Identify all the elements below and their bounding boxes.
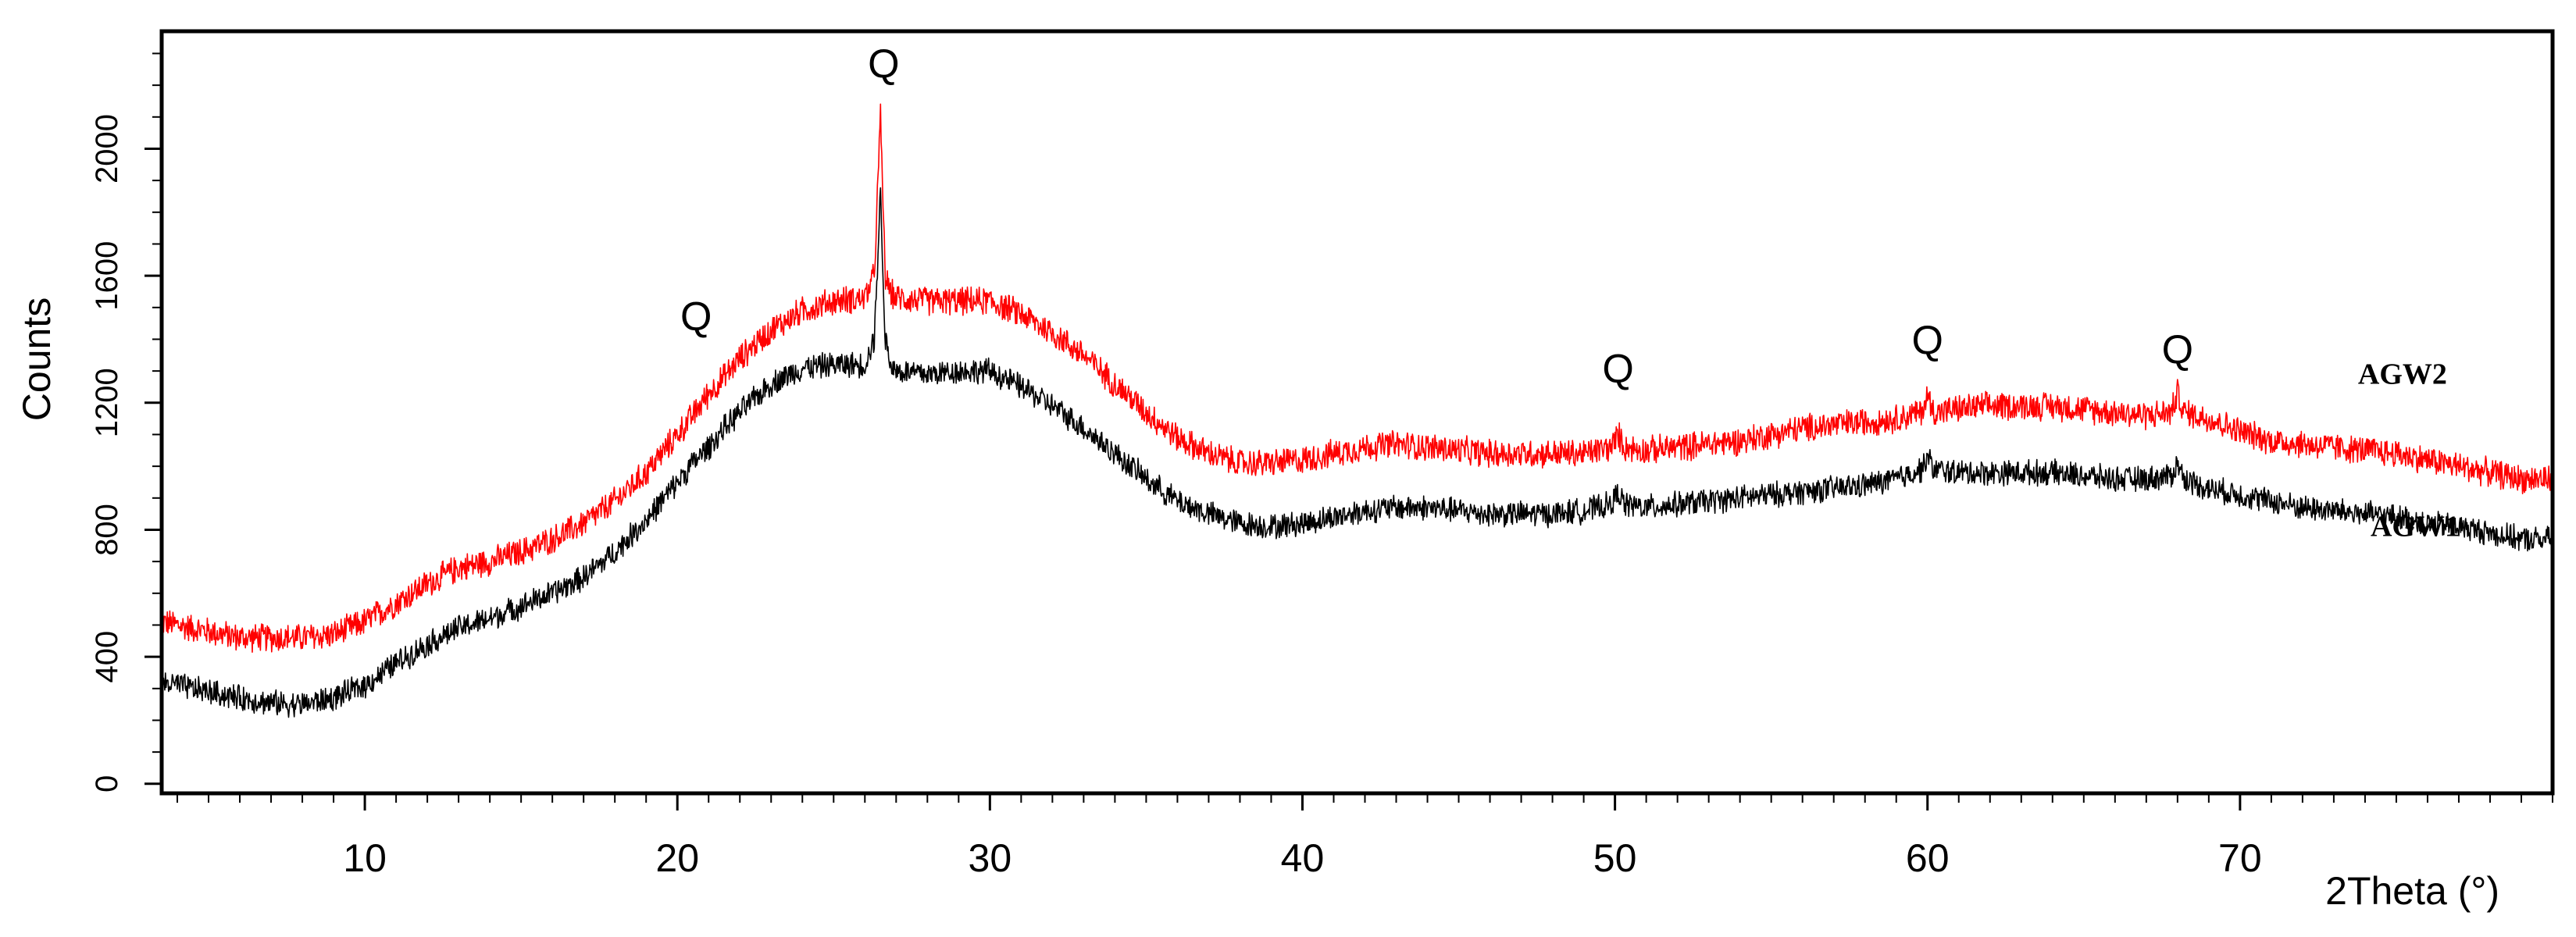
y-axis-title: Counts — [15, 297, 59, 421]
y-tick-label: 1200 — [90, 368, 124, 437]
x-tick-label: 20 — [655, 836, 699, 880]
series-label-agw1: AGW1 — [2371, 511, 2460, 543]
peak-annotation-q: Q — [1602, 346, 1633, 391]
label-layer: Q Q Q Q Q AGW2 AGW1 — [680, 41, 2460, 543]
x-tick-label: 30 — [969, 836, 1012, 880]
axis-layer: 10 20 30 40 50 60 70 0 400 800 1200 1600 2000 — [90, 29, 2555, 880]
x-axis-title: 2Theta (°) — [2325, 869, 2499, 913]
peak-annotation-q: Q — [868, 41, 899, 87]
x-tick-label: 70 — [2218, 836, 2262, 880]
series-agw2-line — [161, 103, 2553, 653]
series-label-agw2: AGW2 — [2358, 358, 2447, 390]
x-tick-label: 50 — [1593, 836, 1637, 880]
x-tick-label: 60 — [1906, 836, 1950, 880]
y-tick-label: 1600 — [90, 241, 124, 311]
peak-annotation-q: Q — [2162, 327, 2193, 372]
peak-annotation-q: Q — [680, 294, 712, 339]
plot-frame — [159, 29, 2555, 796]
y-tick-label: 0 — [90, 775, 124, 793]
y-tick-label: 2000 — [90, 114, 124, 183]
y-tick-label: 400 — [90, 631, 124, 683]
x-tick-label: 10 — [343, 836, 387, 880]
series-layer — [161, 103, 2553, 718]
peak-annotation-q: Q — [1912, 318, 1943, 363]
y-tick-label: 800 — [90, 504, 124, 556]
series-agw1-line — [161, 187, 2553, 718]
x-tick-label: 40 — [1281, 836, 1325, 880]
